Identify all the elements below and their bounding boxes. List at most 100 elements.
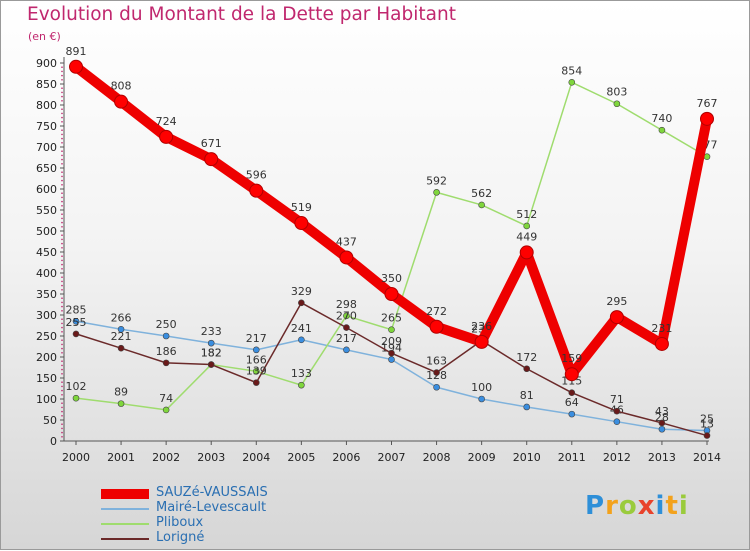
y-minor-tick (61, 175, 63, 178)
y-minor-tick (61, 112, 63, 115)
x-tick-label: 2013 (648, 451, 676, 464)
y-minor-tick (61, 234, 63, 236)
y-minor-tick (61, 389, 63, 392)
x-tick-label: 2006 (332, 451, 360, 464)
data-point-lorigne (703, 432, 711, 439)
y-minor-tick (61, 352, 63, 354)
data-label-pliboux: 512 (516, 208, 537, 221)
y-minor-tick (61, 192, 63, 194)
y-minor-tick (61, 242, 63, 245)
y-minor-tick (61, 179, 63, 182)
data-point-maire-levescault (298, 336, 305, 344)
data-point-sauze-vaussais (429, 319, 444, 334)
data-point-lorigne (252, 379, 260, 386)
logo-letter: t (665, 491, 679, 521)
data-point-sauze-vaussais (249, 183, 264, 198)
y-minor-tick (61, 121, 63, 123)
y-minor-tick (61, 150, 63, 152)
x-tick-label: 2004 (242, 451, 270, 464)
logo-letter: i (678, 491, 689, 521)
data-point-pliboux (478, 201, 485, 209)
data-label-sauze-vaussais: 519 (291, 201, 312, 214)
y-minor-tick (61, 394, 63, 396)
proxiti-logo: Proxiti (585, 491, 689, 521)
data-label-sauze-vaussais: 724 (156, 115, 177, 128)
data-label-sauze-vaussais: 272 (426, 305, 447, 318)
y-minor-tick (61, 70, 63, 73)
data-label-lorigne: 329 (291, 285, 312, 298)
y-minor-tick (61, 318, 63, 321)
x-tick-label: 2007 (378, 451, 406, 464)
data-point-maire-levescault (523, 403, 531, 411)
data-label-maire-levescault: 250 (156, 318, 177, 331)
y-minor-tick (61, 427, 63, 430)
x-tick-label: 2011 (558, 451, 586, 464)
data-label-maire-levescault: 217 (246, 332, 267, 345)
legend-label-maire-levescault: Mairé-Levescault (156, 500, 267, 515)
data-label-sauze-vaussais: 159 (561, 352, 582, 365)
data-point-pliboux (613, 100, 621, 108)
y-minor-tick (61, 410, 63, 413)
y-tick-label: 400 (36, 267, 57, 280)
y-tick-label: 150 (36, 372, 57, 385)
y-tick-label: 750 (36, 120, 57, 133)
legend-swatch-maire-levescault (101, 508, 149, 510)
y-tick-label: 250 (36, 330, 57, 343)
y-minor-tick (61, 154, 63, 157)
data-label-pliboux: 89 (114, 386, 128, 399)
y-minor-tick (61, 415, 63, 417)
y-minor-tick (61, 301, 63, 304)
data-label-maire-levescault: 194 (381, 342, 402, 355)
y-minor-tick (61, 364, 63, 367)
data-point-maire-levescault (117, 325, 125, 333)
y-tick-label: 600 (36, 183, 57, 196)
y-tick-label: 300 (36, 309, 57, 322)
y-tick-label: 50 (43, 414, 57, 427)
y-minor-tick (61, 205, 63, 207)
x-tick-label: 2005 (287, 451, 315, 464)
y-minor-tick (61, 142, 63, 144)
y-tick-label: 650 (36, 162, 57, 175)
data-point-lorigne (613, 407, 621, 415)
y-minor-tick (61, 326, 63, 329)
data-label-lorigne: 221 (111, 330, 132, 343)
x-tick-label: 2000 (62, 451, 90, 464)
data-label-pliboux: 74 (159, 392, 173, 405)
x-tick-label: 2012 (603, 451, 631, 464)
data-point-maire-levescault (478, 395, 485, 403)
data-point-maire-levescault (343, 346, 350, 354)
data-label-pliboux: 265 (381, 312, 402, 325)
data-point-maire-levescault (72, 317, 80, 325)
y-minor-tick (61, 158, 63, 161)
data-label-maire-levescault: 217 (336, 332, 357, 345)
y-tick-label: 100 (36, 393, 57, 406)
data-point-maire-levescault (388, 356, 395, 363)
x-tick-label: 2010 (513, 451, 541, 464)
y-minor-tick (61, 305, 63, 308)
data-point-maire-levescault (162, 332, 170, 340)
data-point-pliboux (117, 400, 125, 407)
y-minor-tick (61, 436, 63, 438)
y-tick-label: 800 (36, 99, 57, 112)
y-minor-tick (61, 255, 63, 257)
data-point-lorigne (523, 365, 531, 373)
y-minor-tick (61, 322, 63, 325)
x-tick-label: 2008 (423, 451, 451, 464)
data-label-sauze-vaussais: 767 (697, 97, 718, 110)
y-minor-tick (61, 238, 63, 241)
data-label-sauze-vaussais: 449 (516, 230, 537, 243)
data-label-sauze-vaussais: 808 (111, 80, 132, 93)
data-point-sauze-vaussais (159, 129, 174, 144)
data-point-lorigne (568, 389, 576, 397)
y-tick-label: 200 (36, 351, 57, 364)
y-minor-tick (61, 74, 63, 77)
y-minor-tick (61, 347, 63, 350)
y-minor-tick (61, 196, 63, 199)
x-tick-label: 2014 (693, 451, 721, 464)
data-point-lorigne (433, 369, 440, 376)
data-label-sauze-vaussais: 671 (201, 137, 222, 150)
data-label-pliboux: 803 (606, 86, 627, 99)
data-label-sauze-vaussais: 891 (66, 45, 87, 58)
y-minor-tick (61, 226, 63, 228)
y-minor-tick (61, 297, 63, 300)
